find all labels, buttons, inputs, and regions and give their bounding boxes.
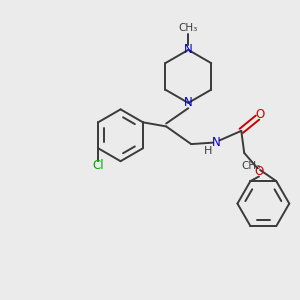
Text: N: N — [184, 96, 193, 110]
Text: N: N — [184, 44, 193, 56]
Text: N: N — [212, 136, 220, 149]
Text: H: H — [204, 146, 212, 157]
Text: O: O — [254, 165, 264, 178]
Text: Cl: Cl — [92, 159, 104, 172]
Text: CH₃: CH₃ — [241, 161, 260, 171]
Text: O: O — [256, 108, 265, 121]
Text: CH₃: CH₃ — [179, 23, 198, 33]
